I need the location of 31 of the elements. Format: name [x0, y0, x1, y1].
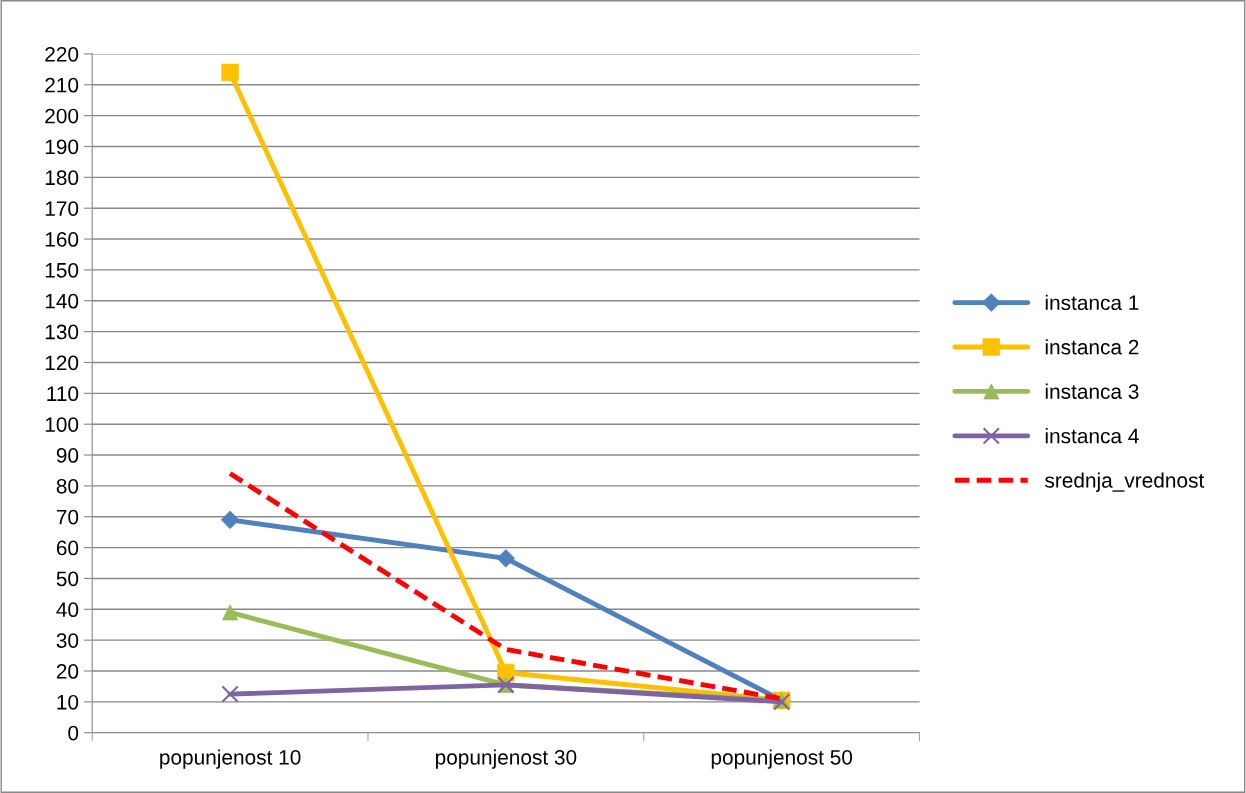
y-tick-label: 190	[45, 139, 79, 155]
legend-label: instanca 3	[1045, 383, 1139, 399]
y-tick-label: 160	[45, 232, 79, 247]
y-tick-label: 180	[45, 170, 79, 186]
y-tick-label: 130	[45, 324, 79, 340]
legend-label: instanca 4	[1045, 428, 1139, 444]
x-tick-label: popunjenost 10	[160, 749, 301, 769]
x-tick-label: popunjenost 30	[435, 749, 577, 769]
y-tick-label: 80	[56, 478, 79, 494]
legend-label: instanca 2	[1045, 339, 1139, 355]
y-tick-label: 100	[45, 417, 79, 432]
y-tick-label: 140	[45, 293, 79, 309]
y-tick-label: 70	[56, 509, 79, 525]
y-tick-label: 110	[47, 386, 79, 402]
y-tick-label: 200	[45, 108, 79, 124]
y-tick-label: 10	[57, 694, 79, 710]
legend-label: instanca 1	[1045, 294, 1139, 311]
y-tick-label: 210	[45, 77, 79, 93]
y-tick-label: 150	[45, 262, 79, 278]
x-tick-label: popunjenost 50	[711, 749, 853, 769]
y-tick-label: 90	[56, 448, 79, 463]
y-tick-label: 30	[56, 633, 79, 648]
y-tick-label: 0	[68, 725, 79, 741]
y-tick-label: 20	[56, 664, 79, 679]
y-tick-label: 120	[45, 355, 79, 371]
legend-label: srednja_vrednost	[1045, 472, 1205, 492]
y-tick-label: 60	[56, 540, 79, 556]
y-tick-label: 170	[45, 201, 79, 216]
y-tick-label: 50	[56, 571, 79, 587]
y-tick-label: 40	[56, 602, 79, 618]
y-tick-label: 220	[45, 46, 79, 62]
